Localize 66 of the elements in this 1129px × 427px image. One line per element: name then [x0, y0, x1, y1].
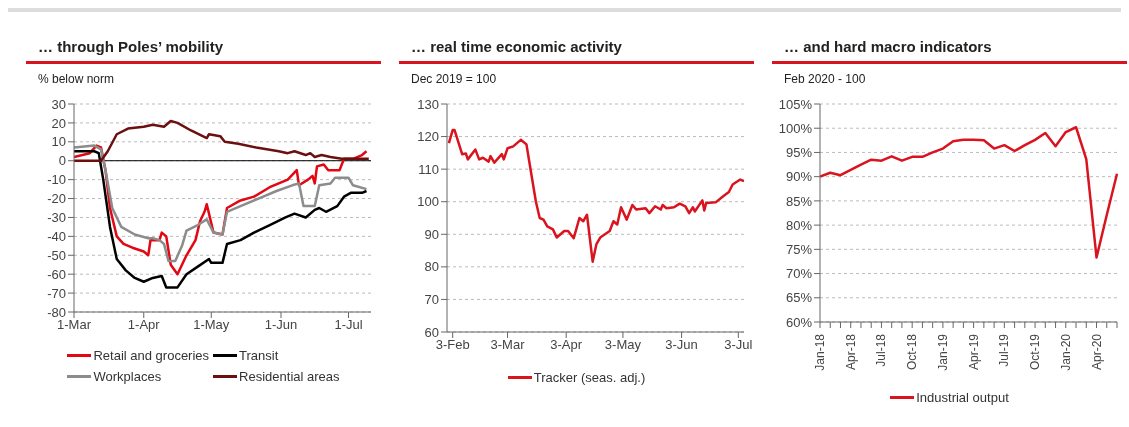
legend-label: Industrial output	[916, 390, 1009, 405]
y-tick-label: 90	[424, 226, 439, 242]
legend-label: Tracker (seas. adj.)	[533, 370, 646, 385]
x-tick-label: Apr-20	[1089, 333, 1104, 371]
x-tick-label: 3-Apr	[550, 337, 583, 353]
y-tick-label: 0	[58, 153, 66, 169]
legend-label: Transit	[239, 348, 279, 363]
y-tick-label: 70%	[785, 266, 813, 282]
y-tick-label: 90%	[785, 169, 813, 185]
y-tick-label: 80	[424, 259, 439, 275]
y-tick-label: -50	[47, 247, 66, 263]
x-tick-label: 3-Jun	[665, 337, 698, 353]
y-tick-label: 100	[417, 194, 439, 210]
chart-title: … through Poles’ mobility	[26, 38, 381, 64]
line-series	[447, 128, 744, 263]
x-tick-label: 1-May	[193, 317, 230, 333]
y-tick-label: -20	[47, 191, 66, 207]
y-tick-label: 105%	[778, 96, 813, 112]
x-tick-label: 1-Apr	[127, 317, 161, 333]
y-tick-label: 65%	[785, 290, 813, 306]
y-tick-label: -30	[47, 210, 66, 226]
y-tick-label: 120	[417, 129, 439, 145]
y-tick-label: 75%	[785, 241, 813, 257]
y-tick-label: -10	[47, 172, 66, 188]
legend-label: Residential areas	[239, 369, 340, 384]
x-tick-label: Oct-19	[1028, 333, 1043, 371]
x-tick-label: Jul-19	[997, 333, 1012, 367]
y-tick-label: -60	[47, 266, 66, 282]
x-tick-label: Apr-19	[966, 333, 981, 371]
y-tick-label: 60%	[785, 314, 813, 330]
x-tick-label: Jan-19	[935, 333, 950, 371]
chart-subtitle: % below norm	[37, 71, 116, 88]
chart-subtitle: Dec 2019 = 100	[410, 71, 498, 88]
legend-label: Retail and groceries	[93, 348, 210, 363]
x-tick-label: Oct-18	[905, 333, 920, 371]
y-tick-label: 70	[424, 292, 439, 308]
y-tick-label: -70	[47, 285, 66, 301]
y-tick-label: 10	[51, 134, 66, 150]
line-series	[74, 119, 370, 162]
x-tick-label: 1-Jul	[334, 317, 363, 333]
x-tick-label: 1-Jun	[264, 317, 298, 333]
x-tick-label: Apr-18	[843, 333, 858, 371]
chart-title: … and hard macro indicators	[772, 38, 1127, 64]
chart-title: … real time economic activity	[399, 38, 754, 64]
line-series	[818, 126, 1119, 259]
y-tick-label: -80	[47, 304, 66, 320]
y-tick-label: 100%	[778, 120, 813, 136]
x-tick-label: 3-Mar	[490, 337, 526, 353]
legend-label: Workplaces	[93, 369, 162, 384]
y-tick-label: 130	[417, 96, 439, 112]
y-tick-label: 20	[51, 115, 66, 131]
x-tick-label: Jan-18	[813, 333, 827, 371]
x-tick-label: Jan-20	[1058, 333, 1073, 371]
y-tick-label: 110	[418, 161, 439, 177]
x-tick-label: 3-May	[604, 337, 642, 353]
x-tick-label: 3-Feb	[435, 337, 470, 353]
y-tick-label: 95%	[785, 145, 813, 161]
y-tick-label: 85%	[785, 193, 813, 209]
y-tick-label: 60	[424, 324, 439, 340]
x-tick-label: Jul-18	[874, 333, 889, 367]
y-tick-label: 80%	[785, 217, 813, 233]
y-tick-label: 30	[51, 96, 66, 112]
chart-subtitle: Feb 2020 - 100	[783, 71, 867, 88]
y-tick-label: -40	[47, 228, 66, 244]
x-tick-label: 3-Jul	[724, 337, 753, 353]
x-tick-label: 1-Mar	[57, 317, 92, 333]
